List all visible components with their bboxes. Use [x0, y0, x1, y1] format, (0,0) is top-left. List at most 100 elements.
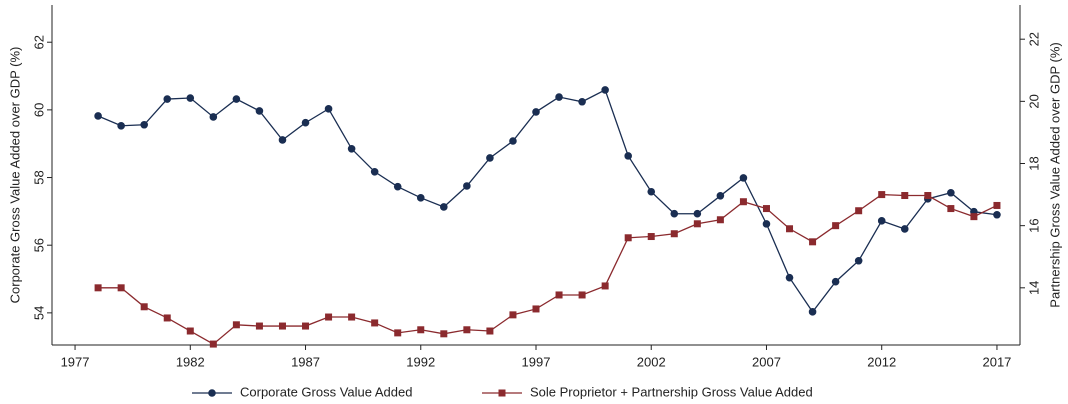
- marker: [417, 326, 425, 334]
- x-tick-label: 1977: [61, 354, 90, 369]
- marker: [140, 303, 148, 311]
- marker: [209, 340, 217, 348]
- marker: [693, 209, 702, 218]
- marker: [232, 95, 241, 103]
- legend-label: Sole Proprietor + Partnership Gross Valu…: [530, 384, 813, 399]
- x-tick-label: 2017: [982, 354, 1011, 369]
- marker: [900, 225, 909, 233]
- marker: [716, 216, 724, 224]
- marker: [163, 314, 171, 322]
- marker: [670, 209, 679, 218]
- marker: [855, 207, 863, 215]
- marker: [509, 311, 517, 319]
- marker: [370, 167, 379, 176]
- x-tick-label: 2012: [867, 354, 896, 369]
- y-axis-title: Corporate Gross Value Added over GDP (%): [7, 47, 22, 304]
- x-tick-label: 2007: [752, 354, 781, 369]
- marker: [993, 210, 1001, 219]
- marker: [647, 187, 656, 196]
- marker: [416, 194, 425, 202]
- marker: [371, 319, 379, 327]
- x-tick-label: 1987: [291, 354, 320, 369]
- marker: [186, 94, 195, 102]
- marker: [301, 118, 310, 127]
- marker: [486, 154, 494, 162]
- x-tick-label: 1982: [176, 354, 205, 369]
- marker: [762, 220, 771, 228]
- marker: [831, 277, 840, 286]
- y2-tick-label: 16: [1026, 218, 1041, 232]
- marker: [786, 225, 794, 233]
- marker: [302, 322, 310, 330]
- series-line: [97, 88, 998, 313]
- marker: [324, 105, 333, 113]
- y2-tick-label: 14: [1026, 281, 1041, 295]
- marker: [578, 97, 586, 106]
- marker: [670, 230, 678, 238]
- marker: [808, 308, 817, 316]
- x-tick-label: 2002: [637, 354, 666, 369]
- marker: [624, 152, 632, 160]
- y2-axis-title: Partnership Gross Value Added over GDP (…: [1047, 42, 1062, 307]
- y-tick-label: 56: [31, 238, 46, 252]
- marker: [601, 86, 609, 94]
- marker: [762, 205, 770, 213]
- legend-label: Corporate Gross Value Added: [240, 384, 412, 399]
- marker: [993, 201, 1001, 209]
- marker: [440, 330, 448, 338]
- y2-tick-label: 20: [1026, 94, 1041, 108]
- y2-tick-label: 18: [1026, 156, 1041, 170]
- marker: [208, 389, 216, 397]
- marker: [440, 203, 448, 211]
- marker: [393, 182, 402, 191]
- marker: [854, 256, 863, 265]
- marker: [578, 291, 586, 299]
- marker: [394, 329, 402, 337]
- marker: [624, 234, 632, 242]
- marker: [878, 191, 886, 199]
- marker: [647, 233, 655, 241]
- marker: [532, 108, 540, 116]
- marker: [232, 321, 240, 329]
- marker: [117, 284, 125, 292]
- marker: [832, 222, 840, 230]
- marker: [555, 291, 563, 299]
- x-tick-label: 1992: [406, 354, 435, 369]
- marker: [924, 192, 932, 200]
- marker: [555, 93, 563, 101]
- marker: [186, 327, 194, 335]
- marker: [809, 238, 817, 246]
- marker: [970, 213, 978, 221]
- marker: [140, 120, 148, 129]
- marker: [739, 174, 748, 182]
- marker: [947, 188, 955, 197]
- marker: [877, 217, 886, 225]
- series-line: [98, 193, 998, 345]
- marker: [498, 389, 506, 397]
- marker: [947, 205, 955, 213]
- y-tick-label: 62: [31, 35, 46, 49]
- marker: [209, 113, 218, 121]
- marker: [348, 313, 356, 321]
- marker: [94, 112, 102, 120]
- marker: [601, 282, 609, 290]
- marker: [693, 220, 701, 228]
- y-tick-label: 54: [31, 306, 46, 320]
- marker: [117, 121, 125, 130]
- marker: [509, 137, 517, 145]
- y-tick-label: 58: [31, 170, 46, 184]
- y-tick-label: 60: [31, 103, 46, 117]
- marker: [739, 198, 747, 206]
- marker: [255, 322, 263, 330]
- marker: [347, 144, 356, 153]
- marker: [716, 192, 725, 200]
- marker: [255, 107, 264, 115]
- marker: [463, 326, 471, 334]
- marker: [278, 322, 286, 330]
- y2-tick-label: 22: [1026, 32, 1041, 46]
- marker: [901, 192, 909, 200]
- x-tick-label: 1997: [522, 354, 551, 369]
- marker: [278, 136, 287, 144]
- marker: [463, 182, 471, 190]
